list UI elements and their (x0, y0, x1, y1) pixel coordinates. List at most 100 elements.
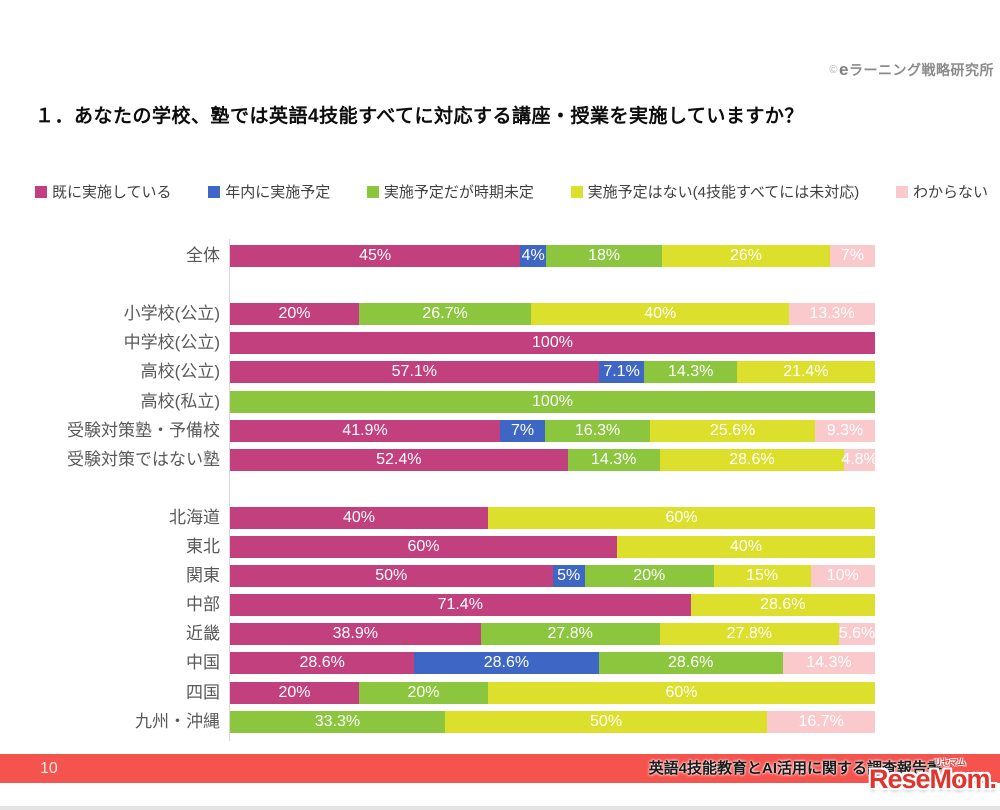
bar-segment: 16.7% (767, 711, 875, 733)
chart-row: 九州・沖縄 33.3% 50% 16.7% (0, 711, 1000, 733)
segment-value: 5% (557, 567, 581, 584)
chart-row: 四国 20% 20% 60% (0, 682, 1000, 704)
bar-segment: 71.4% (230, 594, 691, 616)
bar-segment: 20% (584, 565, 714, 587)
bar-segment: 13.3% (789, 303, 875, 325)
segment-value: 28.6% (483, 654, 530, 671)
chart-row: 高校(私立) 100% (0, 391, 1000, 413)
chart-row: 近畿 38.9% 27.8% 27.8% 5.6% (0, 623, 1000, 645)
segment-value: 16.3% (574, 422, 621, 439)
segment-value: 20% (278, 305, 311, 322)
stacked-bar: 50% 5% 20% 15% 10% (230, 565, 875, 587)
report-title: 英語4技能教育とAI活用に関する調査報告書 (648, 760, 942, 777)
legend-swatch-icon (895, 185, 908, 198)
category-label: 九州・沖縄 (135, 712, 220, 731)
segment-value: 9.3% (826, 422, 864, 439)
segment-value: 40% (729, 538, 763, 555)
segment-value: 15% (746, 567, 779, 584)
bar-segment: 28.6% (690, 594, 875, 616)
bar-segment: 15% (713, 565, 811, 587)
stacked-bar: 45% 4% 18% 26% 7% (230, 245, 875, 267)
y-axis-line (229, 239, 230, 741)
bar-segment: 10% (810, 565, 875, 587)
segment-value: 26.7% (422, 305, 468, 322)
stacked-bar: 52.4% 14.3% 28.6% 4.8% (230, 449, 878, 471)
segment-value: 4% (521, 247, 545, 264)
bar-segment: 28.6% (598, 652, 783, 674)
legend-label: わからない (912, 184, 988, 201)
segment-value: 40% (342, 509, 376, 526)
stacked-bar: 33.3% 50% 16.7% (230, 711, 875, 733)
category-label: 近畿 (186, 624, 220, 643)
bar-segment: 14.3% (567, 449, 660, 471)
category-label: 受験対策塾・予備校 (67, 421, 220, 440)
question-title: １．あなたの学校、塾では英語4技能すべてに対応する講座・授業を実施していますか？ (35, 106, 804, 127)
segment-value: 18% (588, 247, 621, 264)
segment-value: 33.3% (314, 713, 361, 730)
bar-segment: 45% (230, 245, 521, 267)
bar-segment: 100% (230, 332, 875, 354)
stacked-bar: 41.9% 7% 16.3% 25.6% 9.3% (230, 420, 875, 442)
bar-segment: 5.6% (839, 623, 875, 645)
bar-segment: 4.8% (841, 449, 878, 471)
segment-value: 41.9% (342, 422, 388, 439)
segment-value: 60% (665, 684, 698, 701)
bar-segment: 21.4% (736, 361, 875, 383)
segment-value: 40% (644, 305, 677, 322)
category-label: 高校(公立) (140, 362, 220, 381)
chart-legend: 既に実施している 年内に実施予定 実施予定だが時期未定 実施予定はない(4技能すべてに… (35, 181, 988, 202)
bar-segment: 20% (359, 682, 488, 704)
segment-value: 7.1% (603, 363, 640, 380)
segment-value: 16.7% (798, 713, 844, 730)
segment-value: 20% (407, 684, 440, 701)
bar-segment: 28.6% (659, 449, 845, 471)
category-label: 全体 (186, 246, 220, 265)
bar-segment: 52.4% (230, 449, 568, 471)
page-number: 10 (40, 760, 58, 777)
segment-value: 60% (665, 509, 698, 526)
segment-value: 28.6% (729, 451, 775, 468)
bar-segment: 26.7% (359, 303, 532, 325)
bar-segment: 7.1% (598, 361, 645, 383)
stacked-bar: 20% 20% 60% (230, 682, 875, 704)
bar-segment: 14.3% (644, 361, 737, 383)
category-label: 中学校(公立) (123, 333, 220, 352)
segment-value: 20% (278, 684, 311, 701)
category-label: 四国 (186, 683, 220, 702)
legend-label: 既に実施している (52, 184, 172, 201)
segment-value: 60% (407, 538, 440, 555)
chart-row: 全体 45% 4% 18% 26% 7% (0, 245, 1000, 267)
segment-value: 14.3% (667, 363, 714, 380)
stacked-bar: 60% 40% (230, 536, 875, 558)
bar-segment: 33.3% (230, 711, 445, 733)
segment-value: 52.4% (376, 451, 422, 468)
segment-value: 13.3% (809, 305, 855, 322)
segment-value: 10% (826, 567, 859, 584)
bar-segment: 28.6% (414, 652, 599, 674)
segment-value: 5.6% (838, 625, 876, 642)
bar-segment: 25.6% (650, 420, 816, 442)
segment-value: 100% (532, 334, 573, 351)
category-label: 北海道 (169, 508, 220, 527)
legend-swatch-icon (35, 185, 47, 198)
bar-segment: 50% (444, 711, 768, 733)
chart-row: 受験対策塾・予備校 41.9% 7% 16.3% 25.6% 9.3% (0, 420, 1000, 442)
stacked-bar: 71.4% 28.6% (230, 594, 875, 616)
bar-segment: 26% (662, 245, 830, 267)
segment-value: 7% (840, 247, 864, 264)
bar-segment: 60% (230, 536, 617, 558)
chart-row: 中国 28.6% 28.6% 28.6% 14.3% (0, 652, 1000, 674)
bar-segment: 16.3% (545, 420, 651, 442)
segment-value: 45% (359, 247, 392, 264)
category-label: 小学校(公立) (123, 304, 220, 323)
bar-segment: 57.1% (230, 361, 599, 383)
category-label: 東北 (186, 537, 220, 556)
segment-value: 57.1% (391, 363, 438, 380)
copyright-symbol: © (829, 64, 839, 76)
stacked-bar: 20% 26.7% 40% 13.3% (230, 303, 875, 325)
segment-value: 71.4% (437, 596, 483, 613)
stacked-bar: 100% (230, 391, 875, 413)
bar-segment: 14.3% (782, 652, 875, 674)
category-label: 高校(私立) (140, 392, 220, 411)
watermark-furigana: リセマム (934, 758, 966, 767)
